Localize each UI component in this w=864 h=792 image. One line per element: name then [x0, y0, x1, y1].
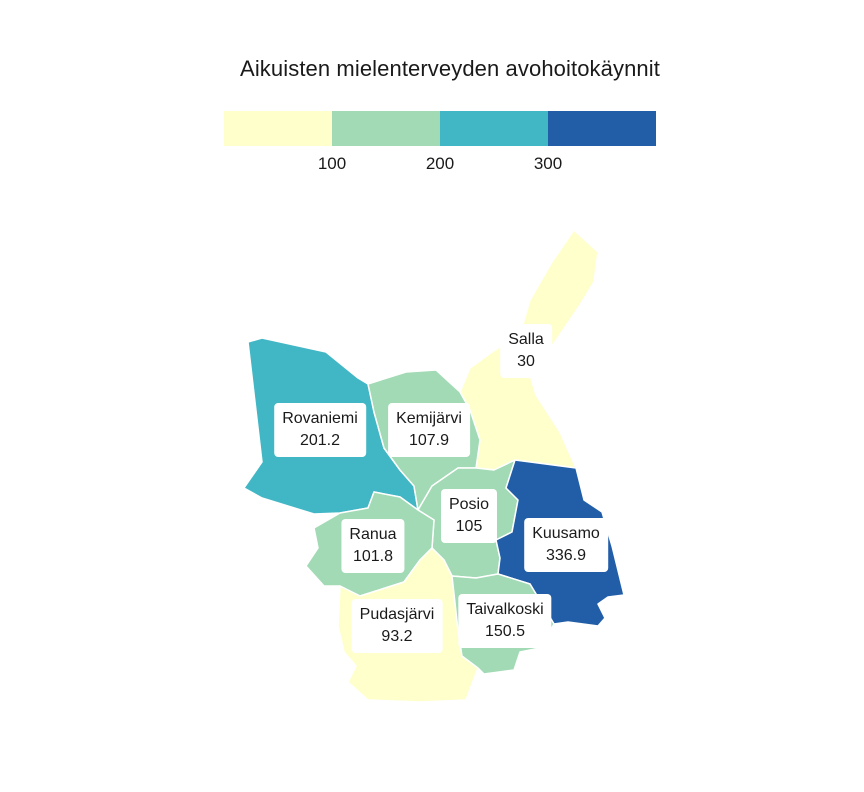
- label-pudasjarvi-name: Pudasjärvi: [359, 606, 435, 623]
- label-taivalkoski-name: Taivalkoski: [466, 601, 544, 618]
- label-kuusamo-name: Kuusamo: [532, 525, 600, 542]
- label-ranua: Ranua 101.8: [341, 519, 405, 573]
- label-rovaniemi-name: Rovaniemi: [282, 410, 358, 427]
- label-ranua-name: Ranua: [349, 526, 397, 543]
- label-salla-value: 30: [517, 353, 535, 370]
- label-salla: Salla 30: [500, 324, 552, 378]
- label-posio-value: 105: [455, 518, 483, 535]
- label-kemijarvi-value: 107.9: [408, 432, 450, 449]
- label-posio-name: Posio: [448, 496, 490, 513]
- label-taivalkoski: Taivalkoski 150.5: [458, 594, 552, 648]
- legend-swatch-2: [332, 111, 440, 146]
- legend-tick-100: 100: [317, 154, 347, 173]
- label-kuusamo: Kuusamo 336.9: [524, 518, 608, 572]
- label-kemijarvi: Kemijärvi 107.9: [388, 403, 470, 457]
- label-rovaniemi-value: 201.2: [299, 432, 341, 449]
- legend-swatch-3: [440, 111, 548, 146]
- legend-swatch-4: [548, 111, 656, 146]
- legend-tick-300: 300: [533, 154, 563, 173]
- legend-tick-200: 200: [425, 154, 455, 173]
- label-kemijarvi-name: Kemijärvi: [396, 410, 462, 427]
- legend-swatch-1: [224, 111, 332, 146]
- label-salla-name: Salla: [508, 331, 544, 348]
- label-pudasjarvi-value: 93.2: [381, 628, 413, 645]
- map-title: Aikuisten mielenterveyden avohoitokäynni…: [240, 56, 660, 81]
- label-ranua-value: 101.8: [352, 548, 394, 565]
- label-taivalkoski-value: 150.5: [484, 623, 526, 640]
- color-legend: [224, 111, 656, 146]
- label-rovaniemi: Rovaniemi 201.2: [274, 403, 366, 457]
- label-pudasjarvi: Pudasjärvi 93.2: [351, 599, 443, 653]
- label-kuusamo-value: 336.9: [545, 547, 587, 564]
- label-posio: Posio 105: [440, 489, 498, 543]
